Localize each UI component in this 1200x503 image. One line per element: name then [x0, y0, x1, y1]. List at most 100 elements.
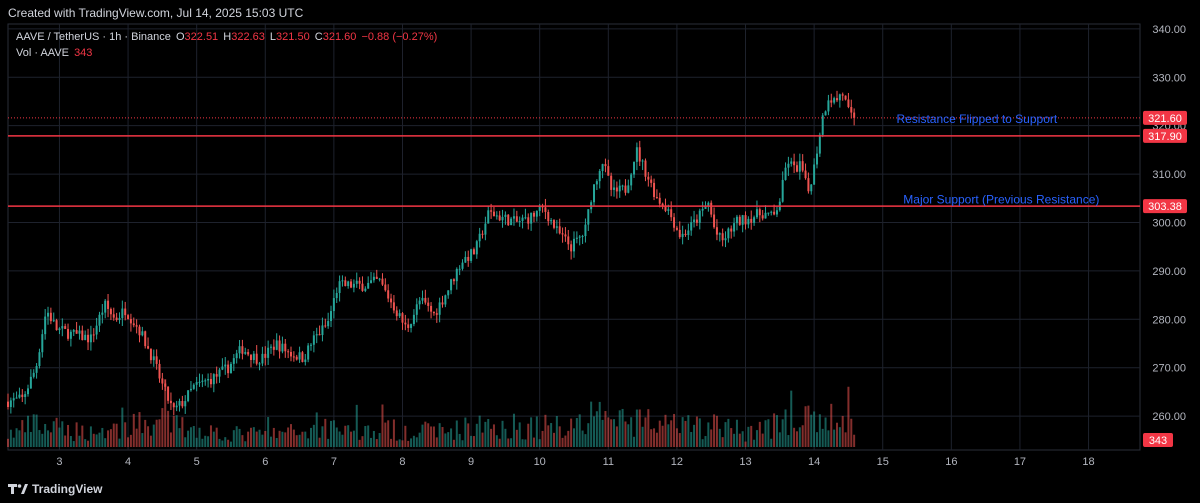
- candle-body: [364, 288, 367, 291]
- x-tick-label: 14: [808, 456, 820, 468]
- horizontal-lines[interactable]: [8, 117, 1140, 207]
- candle-body: [524, 217, 527, 219]
- candle-body: [547, 211, 550, 222]
- volume-bar: [298, 434, 301, 447]
- candle-body: [673, 217, 676, 228]
- candle-body: [801, 161, 804, 171]
- volume-bar: [89, 426, 92, 447]
- symbol-legend[interactable]: AAVE / TetherUS · 1h · Binance O322.51 H…: [16, 31, 439, 43]
- volume-bar: [287, 427, 290, 447]
- volume-bar: [507, 438, 510, 447]
- tradingview-branding[interactable]: TradingView: [8, 480, 102, 498]
- volume-bar: [361, 436, 364, 447]
- candle-body: [550, 220, 553, 222]
- x-tick-label: 17: [1014, 456, 1026, 468]
- candle-body: [452, 279, 455, 282]
- volume-bar: [404, 425, 407, 447]
- candle-body: [475, 241, 478, 255]
- candle-body: [795, 165, 798, 172]
- x-tick-label: 12: [671, 456, 683, 468]
- volume-bar: [27, 415, 30, 447]
- candle-body: [381, 278, 384, 285]
- candle-body: [641, 160, 644, 162]
- volume-bar: [532, 437, 535, 447]
- candle-body: [624, 185, 627, 193]
- candle-body: [147, 346, 150, 349]
- volume-bar: [415, 437, 418, 447]
- volume-bar: [444, 433, 447, 447]
- price-axis[interactable]: 260.00270.00280.00290.00300.00310.00320.…: [1143, 24, 1187, 447]
- candle-body: [21, 394, 24, 397]
- volume-bar: [64, 435, 67, 447]
- volume-bar: [661, 425, 664, 447]
- candle-body: [298, 352, 301, 360]
- volume-bar: [52, 421, 55, 447]
- volume-bar: [810, 414, 813, 447]
- candle-body: [404, 322, 407, 325]
- volume-bar: [192, 426, 195, 447]
- candle-body: [181, 401, 184, 407]
- candle-body: [575, 237, 578, 239]
- candle-body: [398, 313, 401, 317]
- candle-body: [201, 380, 204, 382]
- candle-body: [595, 181, 598, 185]
- volume-bar: [501, 420, 504, 447]
- candle-body: [435, 313, 438, 315]
- volume-bar: [292, 429, 295, 447]
- close-value: 321.60: [322, 31, 357, 43]
- volume-bar: [224, 437, 227, 447]
- close-label: C: [314, 31, 323, 43]
- volume-bar: [201, 438, 204, 447]
- candle-body: [189, 388, 192, 391]
- candle-body: [633, 161, 636, 175]
- volume-bar: [653, 428, 656, 447]
- candle-body: [518, 220, 521, 222]
- candle-body: [232, 358, 235, 364]
- candle-body: [515, 216, 518, 222]
- volume-bar: [587, 423, 590, 447]
- volume-bar: [307, 438, 310, 447]
- volume-bar: [395, 440, 398, 447]
- volume-bar: [47, 430, 50, 447]
- y-tick-label: 310.00: [1152, 169, 1186, 181]
- volume-bar: [461, 440, 464, 447]
- volume-bar: [604, 411, 607, 447]
- candle-body: [132, 323, 135, 326]
- candle-body: [572, 238, 576, 252]
- x-tick-label: 6: [262, 456, 268, 468]
- candle-body: [727, 228, 730, 239]
- candle-body: [272, 346, 275, 350]
- volume-bar: [272, 427, 275, 447]
- volume-bar: [158, 419, 161, 447]
- candle-body: [407, 324, 410, 328]
- volume-bar: [410, 438, 413, 447]
- volume-bar: [735, 419, 738, 447]
- candle-body: [18, 394, 21, 398]
- candle-body: [638, 147, 641, 162]
- volume-bar: [29, 431, 32, 447]
- volume-bar: [175, 415, 178, 447]
- volume-bar: [644, 417, 647, 447]
- volume-bar: [152, 424, 155, 447]
- high-label: H: [223, 31, 232, 43]
- time-axis[interactable]: 3 4 5 6 7 8 9 10 11 12 13 14 15 16 17 18: [56, 456, 1094, 468]
- candle-body: [601, 164, 604, 172]
- candle-body: [310, 344, 313, 346]
- candle-body: [401, 313, 404, 323]
- volume-bar: [390, 438, 393, 447]
- candle-body: [607, 166, 610, 176]
- volume-bar: [32, 414, 35, 447]
- candle-body: [278, 340, 281, 352]
- candle-body: [249, 354, 252, 360]
- volume-bar: [673, 413, 676, 447]
- candle-body: [544, 207, 547, 212]
- volume-bar: [138, 412, 141, 447]
- volume-bar: [635, 409, 638, 447]
- volume-bar: [255, 431, 258, 447]
- candle-body: [781, 179, 784, 202]
- candle-body: [564, 234, 567, 237]
- volume-bar: [318, 437, 321, 447]
- volume-legend[interactable]: Vol · AAVE 343: [16, 47, 94, 59]
- candle-body: [552, 220, 555, 228]
